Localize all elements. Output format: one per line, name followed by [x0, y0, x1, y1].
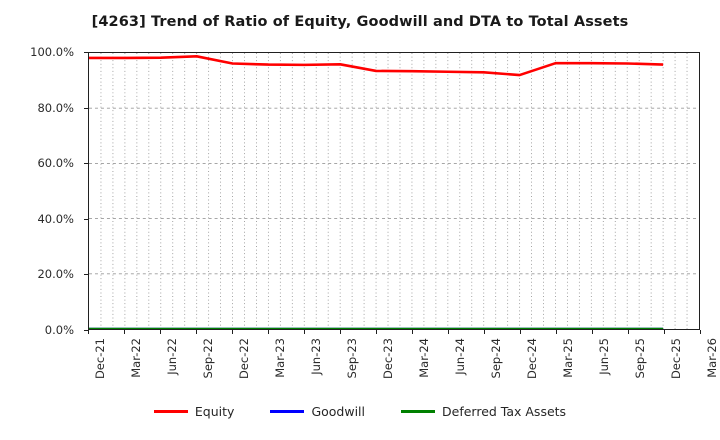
legend-item-goodwill[interactable]: Goodwill [270, 404, 365, 419]
x-tick-mark [340, 330, 341, 334]
y-tick-label: 80.0% [37, 100, 74, 115]
series-line-equity [89, 55, 664, 77]
x-tick-mark [592, 330, 593, 334]
x-tick-mark [268, 330, 269, 334]
x-tick-mark [88, 330, 89, 334]
x-tick-label: Sep-25 [633, 338, 647, 379]
x-tick-label: Mar-22 [129, 338, 143, 378]
legend-label: Equity [194, 404, 235, 419]
legend-item-deferred-tax-assets[interactable]: Deferred Tax Assets [401, 404, 566, 419]
y-tick-label: 100.0% [30, 45, 74, 59]
x-tick-mark [160, 330, 161, 334]
x-tick-label: Sep-22 [201, 338, 215, 379]
legend-label: Deferred Tax Assets [442, 404, 567, 419]
x-tick-mark [196, 330, 197, 334]
x-tick-label: Mar-24 [417, 338, 431, 378]
plot-area [88, 52, 700, 330]
y-tick-label: 40.0% [37, 211, 74, 226]
x-tick-label: Sep-24 [489, 338, 503, 379]
x-tick-mark [376, 330, 377, 334]
x-axis: Dec-21 Mar-22 Jun-22 Sep-22 Dec-22 Mar-23 Jun-… [88, 330, 719, 400]
y-axis: 0.0% 20.0% 40.0% 60.0% 80.0% 100.0% [0, 45, 88, 337]
x-tick-mark [484, 330, 485, 334]
x-tick-label: Dec-24 [525, 338, 539, 380]
legend-swatch-icon [153, 410, 188, 413]
data-series-layer [89, 55, 664, 329]
x-tick-label: Mar-25 [561, 338, 575, 378]
y-tick-mark [84, 218, 88, 220]
legend-swatch-icon [401, 410, 435, 413]
x-tick-label: Dec-25 [669, 338, 683, 380]
x-tick-mark [448, 330, 449, 334]
x-tick-label: Jun-25 [597, 338, 611, 375]
grid-lines [89, 53, 699, 329]
x-tick-label: Mar-23 [273, 338, 287, 378]
legend-item-equity[interactable]: Equity [153, 404, 235, 419]
x-tick-mark [124, 330, 125, 334]
x-tick-label: Mar-26 [705, 338, 719, 378]
x-tick-label: Dec-21 [93, 338, 107, 380]
x-tick-label: Jun-22 [165, 338, 179, 375]
x-tick-mark [628, 330, 629, 334]
legend-swatch-icon [270, 410, 305, 413]
y-tick-mark [84, 163, 88, 165]
x-tick-label: Jun-23 [309, 338, 323, 375]
y-tick-mark [84, 107, 88, 109]
x-tick-label: Dec-22 [237, 338, 251, 380]
x-tick-mark [556, 330, 557, 334]
x-tick-mark [412, 330, 413, 334]
x-tick-mark [520, 330, 521, 334]
x-tick-mark [664, 330, 665, 334]
y-tick-mark [84, 274, 88, 276]
x-tick-label: Sep-23 [345, 338, 359, 379]
x-tick-label: Jun-24 [453, 338, 467, 375]
y-tick-label: 60.0% [37, 156, 74, 171]
x-tick-mark [304, 330, 305, 334]
legend-label: Goodwill [311, 404, 365, 419]
x-tick-mark [700, 330, 701, 334]
x-tick-mark [232, 330, 233, 334]
y-tick-mark [84, 52, 88, 53]
chart-title: [4263] Trend of Ratio of Equity, Goodwil… [91, 14, 629, 30]
y-tick-mark [84, 330, 88, 331]
x-tick-label: Dec-23 [381, 338, 395, 380]
chart-legend: Equity Goodwill Deferred Tax Assets [0, 404, 720, 419]
y-tick-label: 0.0% [44, 323, 74, 337]
y-tick-label: 20.0% [37, 267, 74, 282]
